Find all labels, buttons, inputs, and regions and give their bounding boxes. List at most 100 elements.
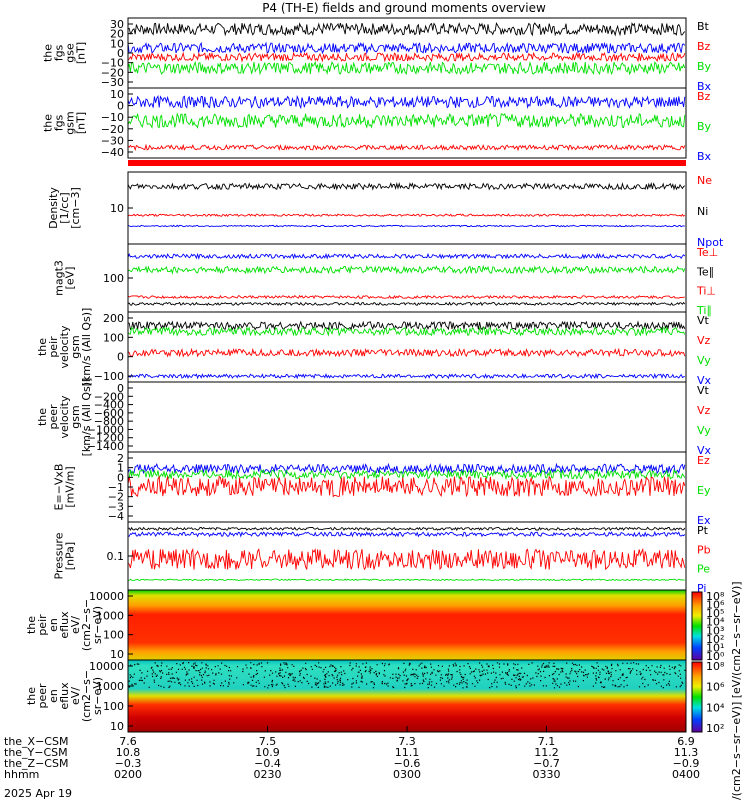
- y-tick-label: −20: [101, 66, 124, 79]
- y-tick-label: −600: [94, 407, 124, 420]
- legend-label: Pi: [697, 582, 706, 595]
- legend-label: Vy: [697, 354, 711, 367]
- y-label-line: gse: [64, 43, 77, 63]
- colorbar-electron: 10⁸ 10⁶ 10⁴ 10²: [691, 660, 725, 735]
- y-tick-label: −200: [94, 390, 124, 403]
- y-label-line: en: [47, 689, 60, 703]
- y-tick-label: −1400: [87, 440, 124, 453]
- y-tick-label: 30: [110, 18, 124, 31]
- y-tick-label: 20: [110, 28, 124, 41]
- y-tick-label: 1: [117, 462, 124, 475]
- y-tick-label: −10: [101, 57, 124, 70]
- y-tick-label: 0: [117, 47, 124, 60]
- series-line-red: [127, 294, 685, 300]
- legend-label: By: [697, 60, 712, 73]
- panel-frame: [127, 381, 687, 453]
- x-row-value: −0.4: [254, 757, 281, 770]
- spectrogram-speckle: [128, 662, 687, 689]
- y-tick-label: 0: [117, 471, 124, 484]
- legend-label: Ey: [697, 484, 711, 497]
- legend-label: Ez: [697, 454, 710, 467]
- y-tick-label: −3: [108, 500, 124, 513]
- series-line-red: [127, 51, 686, 63]
- y-label-line: [nT]: [75, 112, 88, 134]
- x-row-value: 11.2: [534, 746, 559, 759]
- y-label-line: velocity: [58, 325, 71, 368]
- x-row-value: 7.3: [398, 735, 416, 748]
- series-line-blue: [127, 41, 686, 55]
- y-tick-label: −10: [101, 111, 124, 124]
- x-row-value: 10.8: [116, 746, 141, 759]
- series-line-green: [127, 468, 686, 481]
- y-label-line: eflux: [58, 611, 71, 639]
- y-label-line: [eV]: [64, 267, 77, 290]
- panels: 3020100−10−20−30thefgsgse[nT]BtBzByBx100…: [25, 17, 743, 800]
- y-label-line: eV/: [69, 687, 82, 705]
- colorbar-gradient: [691, 591, 703, 661]
- series-line-blue: [127, 252, 686, 260]
- y-label-line: gsm: [64, 111, 77, 134]
- legend-label: Npot: [697, 236, 724, 249]
- series-line-red: [127, 213, 686, 217]
- y-tick-label: −40: [101, 146, 124, 159]
- colorbar-tick: 10⁶: [706, 599, 725, 612]
- x-row-value: 11.3: [674, 746, 699, 759]
- legend-label: Bx: [697, 150, 712, 163]
- colorbar-tick: 10²: [706, 722, 724, 735]
- colorbar-tick: 10⁶: [706, 681, 725, 694]
- legend-label: Pt: [697, 524, 709, 537]
- y-label-line: [1/cc]: [58, 192, 71, 223]
- y-tick-label: 10: [110, 202, 124, 215]
- y-tick-label: 0: [117, 100, 124, 113]
- colorbar-tick: 10⁴: [706, 616, 725, 629]
- y-tick-label: −400: [94, 399, 124, 412]
- y-label-line: peir: [36, 614, 49, 636]
- y-tick-label: 100: [103, 700, 124, 713]
- x-row-value: 7.6: [119, 735, 137, 748]
- y-tick-label: −1000: [87, 423, 124, 436]
- y-label-line: fgs: [53, 114, 66, 131]
- series-line-black: [127, 181, 686, 191]
- series-line-blue: [127, 372, 685, 380]
- series-line-black: [127, 320, 686, 331]
- x-row-value: 0330: [533, 768, 561, 781]
- y-tick-label: −30: [101, 134, 124, 147]
- y-label-line: velocity: [58, 395, 71, 438]
- y-label-line: (cm2−s−: [80, 599, 93, 651]
- y-label-line: eV/: [69, 616, 82, 634]
- legend-label: Vx: [697, 374, 712, 387]
- y-label-line: peer: [36, 683, 49, 709]
- colorbar-tick: 10²: [706, 633, 724, 646]
- time-axis-footer: the_X−CSM 7.6 7.5 7.3 7.1 6.9 the_Y−CSM 10.8 10.…: [4, 726, 700, 781]
- series-line-black: [127, 526, 686, 532]
- series-line-blue: [127, 462, 686, 475]
- y-label-line: the: [42, 114, 55, 132]
- colorbar-tick: 10⁰: [706, 650, 725, 663]
- y-tick-label: −100: [94, 370, 124, 383]
- legend-label: Ex: [697, 514, 711, 527]
- series-line-green: [127, 326, 686, 337]
- y-tick-label: 10: [110, 648, 124, 661]
- panel-frame: [127, 171, 687, 245]
- series-line-black: [127, 22, 686, 37]
- colorbar-tick: 10⁸: [706, 590, 725, 603]
- panel-frame: [127, 87, 687, 159]
- y-label-line: eflux: [58, 682, 71, 710]
- separator-bar: [128, 160, 686, 166]
- panel-peer_eflux: 10000 1000 100 10 thepeerenefluxeV/(cm2−s−sr…: [25, 659, 687, 733]
- colorbar-tick: 10¹: [706, 641, 724, 654]
- legend-label: Ne: [697, 174, 712, 187]
- y-tick-label: 10: [110, 88, 124, 101]
- y-label-line: [cm−3]: [69, 187, 82, 229]
- y-label-line: gsm: [69, 405, 82, 428]
- y-label-line: sr−eV): [91, 677, 104, 715]
- y-label-line: the: [25, 616, 38, 634]
- y-tick-label: 0: [117, 382, 124, 395]
- series-line-blue: [127, 94, 686, 110]
